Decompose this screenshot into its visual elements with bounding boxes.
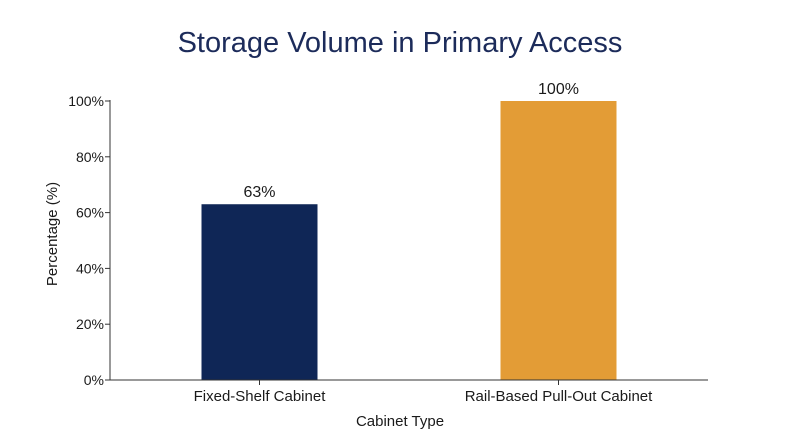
data-label-2: 100% [538, 81, 579, 98]
bars [201, 101, 617, 380]
y-axis-ticks: 0% 20% 40% 60% 80% 100% [68, 93, 110, 388]
bar-2 [500, 101, 617, 380]
y-tick-label: 100% [68, 93, 104, 109]
y-tick-label: 60% [76, 205, 104, 221]
y-tick-label: 20% [76, 316, 104, 332]
x-tick-label: Rail-Based Pull-Out Cabinet [465, 388, 653, 405]
y-tick-label: 0% [84, 372, 104, 388]
x-axis-ticks: Fixed-Shelf Cabinet Rail-Based Pull-Out C… [194, 380, 653, 405]
y-tick-label: 80% [76, 149, 104, 165]
x-axis-label: Cabinet Type [356, 413, 444, 430]
chart-title: Storage Volume in Primary Access [178, 27, 623, 59]
data-labels: 63% 100% [243, 81, 578, 201]
data-label-1: 63% [243, 184, 275, 201]
bar-1 [201, 204, 318, 380]
x-tick-label: Fixed-Shelf Cabinet [194, 388, 327, 405]
y-tick-label: 40% [76, 260, 104, 276]
y-axis-label: Percentage (%) [44, 182, 61, 286]
